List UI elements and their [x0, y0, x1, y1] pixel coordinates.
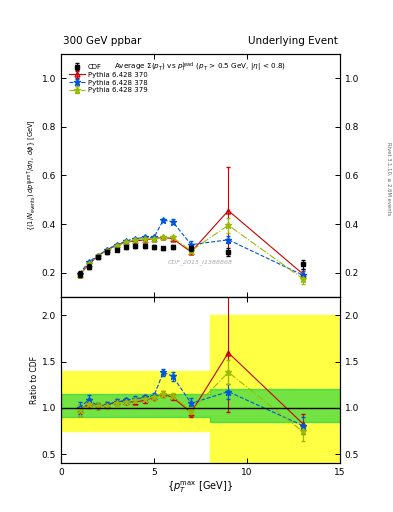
- Y-axis label: $\{(1/N_\mathrm{events})\ dp^\mathrm{sumT}_T/d\eta,\ d\phi\}$ [GeV]: $\{(1/N_\mathrm{events})\ dp^\mathrm{sum…: [26, 119, 39, 231]
- Text: CDF_2015_I1388868: CDF_2015_I1388868: [168, 260, 233, 265]
- X-axis label: $\{p_T^\mathrm{max}\ [\mathrm{GeV}]\}$: $\{p_T^\mathrm{max}\ [\mathrm{GeV}]\}$: [167, 480, 233, 496]
- Legend: CDF, Pythia 6.428 370, Pythia 6.428 378, Pythia 6.428 379: CDF, Pythia 6.428 370, Pythia 6.428 378,…: [67, 62, 150, 95]
- Text: Rivet 3.1.10, ≥ 2.6M events: Rivet 3.1.10, ≥ 2.6M events: [386, 142, 391, 216]
- Text: Underlying Event: Underlying Event: [248, 36, 338, 46]
- Text: 300 GeV ppbar: 300 GeV ppbar: [63, 36, 141, 46]
- Text: Average $\Sigma(p_T)$ vs $p_T^\mathrm{lead}$ ($p_T$ > 0.5 GeV, $|\eta|$ < 0.8): Average $\Sigma(p_T)$ vs $p_T^\mathrm{le…: [114, 61, 286, 74]
- Y-axis label: Ratio to CDF: Ratio to CDF: [30, 356, 39, 404]
